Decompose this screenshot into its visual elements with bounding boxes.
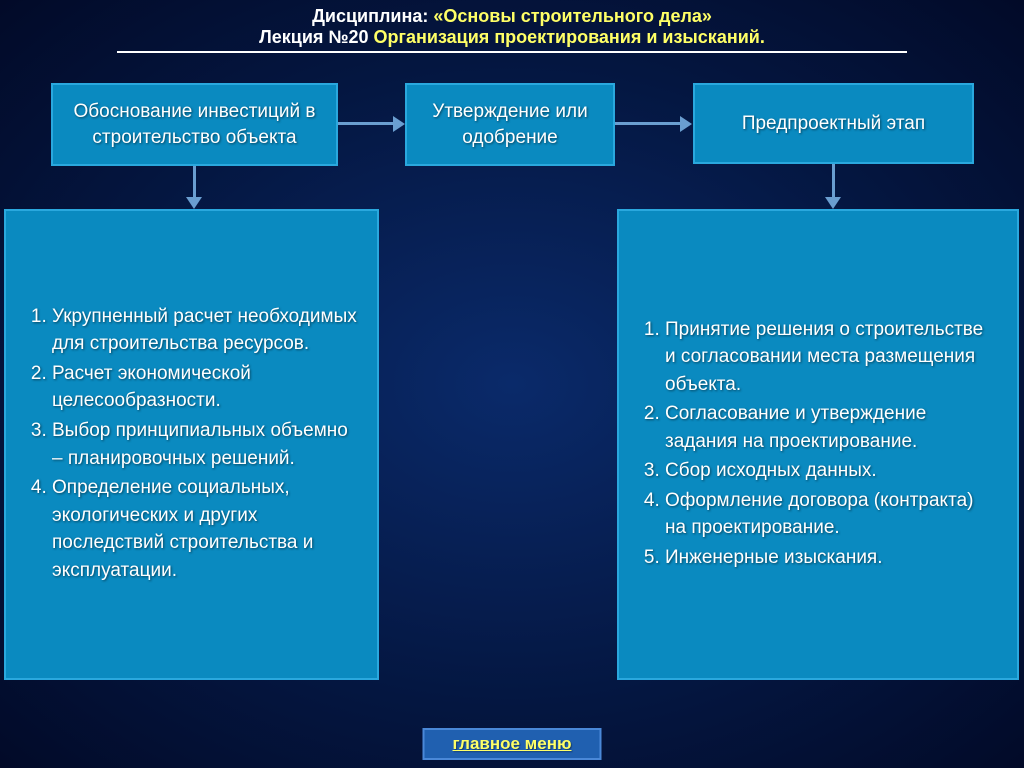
node-approval: Утверждение или одобрение (405, 83, 615, 166)
node-text: Утверждение или одобрение (417, 99, 603, 150)
discipline-value: «Основы строительного дела» (433, 6, 712, 26)
slide-header: Дисциплина: «Основы строительного дела» … (0, 0, 1024, 53)
arrow-line (832, 164, 835, 197)
arrow-line (193, 166, 196, 197)
list-item: Укрупненный расчет необходимых для строи… (52, 303, 359, 358)
list-item: Расчет экономической целесообразности. (52, 360, 359, 415)
list-item: Сбор исходных данных. (665, 457, 999, 485)
header-line1: Дисциплина: «Основы строительного дела» (0, 6, 1024, 27)
header-underline (117, 51, 907, 53)
header-line2: Лекция №20 Организация проектирования и … (0, 27, 1024, 48)
node-text: Предпроектный этап (742, 111, 925, 137)
arrow-head-icon (186, 197, 202, 209)
lecture-value: Организация проектирования и изысканий. (374, 27, 765, 47)
node-preproject-stage: Предпроектный этап (693, 83, 974, 164)
list-item: Инженерные изыскания. (665, 544, 999, 572)
arrow-head-icon (825, 197, 841, 209)
arrow-head-icon (680, 116, 692, 132)
discipline-label: Дисциплина: (312, 6, 433, 26)
detail-list-right: Принятие решения о строительстве и согла… (627, 316, 999, 574)
main-menu-button[interactable]: главное меню (422, 728, 601, 760)
node-text: Обоснование инвестиций в строительство о… (63, 99, 326, 150)
list-item: Оформление договора (контракта) на проек… (665, 487, 999, 542)
arrow-head-icon (393, 116, 405, 132)
arrow-line (338, 122, 393, 125)
main-menu-label: главное меню (452, 734, 571, 753)
detail-box-right: Принятие решения о строительстве и согла… (617, 209, 1019, 680)
detail-box-left: Укрупненный расчет необходимых для строи… (4, 209, 379, 680)
node-investment-justification: Обоснование инвестиций в строительство о… (51, 83, 338, 166)
lecture-label: Лекция №20 (259, 27, 373, 47)
list-item: Определение социальных, экологических и … (52, 474, 359, 584)
list-item: Согласование и утверждение задания на пр… (665, 400, 999, 455)
list-item: Выбор принципиальных объемно – планирово… (52, 417, 359, 472)
detail-list-left: Укрупненный расчет необходимых для строи… (14, 303, 359, 586)
list-item: Принятие решения о строительстве и согла… (665, 316, 999, 399)
arrow-line (615, 122, 680, 125)
